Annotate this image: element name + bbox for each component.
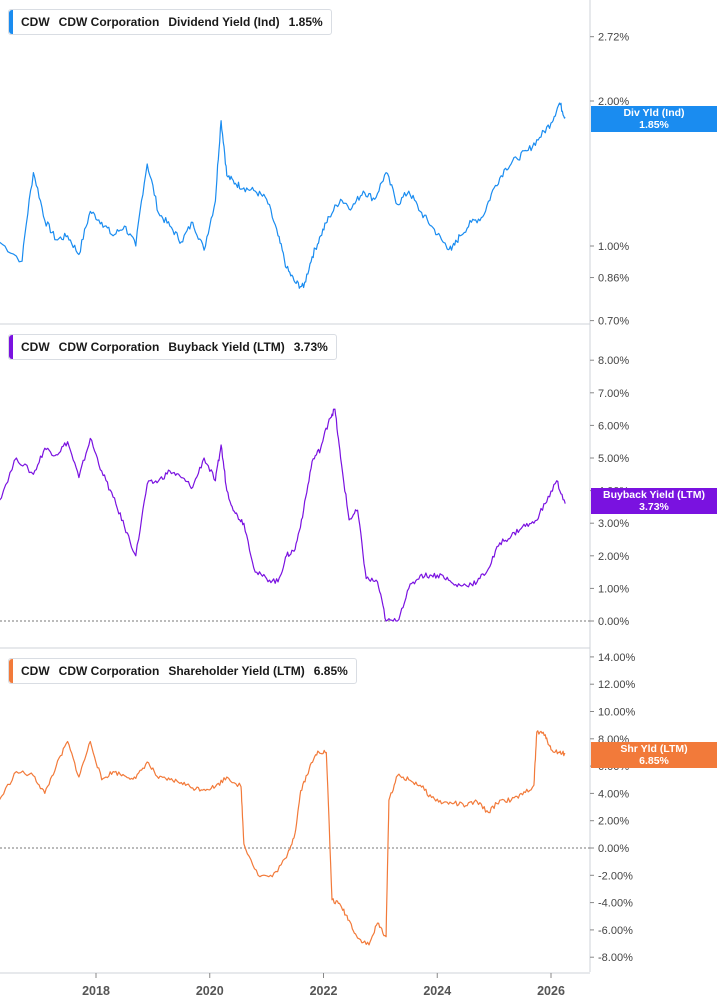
legend-value: 1.85% [288, 15, 323, 29]
y-tick-label: 5.00% [598, 453, 629, 465]
y-tick-label: 2.00% [598, 816, 629, 828]
y-tick-label: 7.00% [598, 388, 629, 400]
series-line-dividend [0, 102, 566, 289]
tag-value: 1.85% [639, 119, 669, 131]
legend-metric: Buyback Yield (LTM) [168, 340, 285, 354]
y-tick-label: -2.00% [598, 870, 633, 882]
x-tick-label: 2020 [196, 984, 224, 998]
legend-company: CDW Corporation [58, 15, 160, 29]
x-tick-label: 2018 [82, 984, 110, 998]
legend-value: 3.73% [293, 340, 328, 354]
current-value-tag-shareholder: Shr Yld (LTM) 6.85% [591, 742, 717, 768]
y-tick-label: 0.00% [598, 843, 629, 855]
legend-company: CDW Corporation [58, 664, 160, 678]
y-tick-label: -4.00% [598, 898, 633, 910]
y-tick-label: 3.00% [598, 518, 629, 530]
series-color-swatch [9, 659, 13, 683]
current-value-tag-dividend: Div Yld (Ind) 1.85% [591, 106, 717, 132]
y-tick-label: 0.00% [598, 616, 629, 628]
current-value-tag-buyback: Buyback Yield (LTM) 3.73% [591, 488, 717, 514]
legend-buyback-yield: CDW CDW Corporation Buyback Yield (LTM) … [8, 334, 337, 360]
legend-dividend-yield: CDW CDW Corporation Dividend Yield (Ind)… [8, 9, 332, 35]
series-color-swatch [9, 335, 13, 359]
y-tick-label: 1.00% [598, 241, 629, 253]
tag-label: Div Yld (Ind) [623, 107, 685, 119]
x-tick-label: 2026 [537, 984, 565, 998]
legend-ticker: CDW [21, 15, 50, 29]
y-tick-label: 1.00% [598, 583, 629, 595]
tag-value: 6.85% [639, 755, 669, 767]
tag-label: Shr Yld (LTM) [620, 743, 688, 755]
legend-value: 6.85% [313, 664, 348, 678]
legend-ticker: CDW [21, 340, 50, 354]
y-tick-label: 2.00% [598, 551, 629, 563]
y-tick-label: 4.00% [598, 788, 629, 800]
x-tick-label: 2024 [423, 984, 451, 998]
tag-value: 3.73% [639, 501, 669, 513]
legend-company: CDW Corporation [58, 340, 160, 354]
y-tick-label: -8.00% [598, 952, 633, 964]
tag-label: Buyback Yield (LTM) [603, 489, 705, 501]
legend-metric: Dividend Yield (Ind) [168, 15, 280, 29]
y-tick-label: 0.70% [598, 316, 629, 328]
y-tick-label: 6.00% [598, 420, 629, 432]
y-tick-label: 10.00% [598, 707, 636, 719]
legend-shareholder-yield: CDW CDW Corporation Shareholder Yield (L… [8, 658, 357, 684]
x-tick-label: 2022 [310, 984, 338, 998]
legend-ticker: CDW [21, 664, 50, 678]
legend-metric: Shareholder Yield (LTM) [168, 664, 305, 678]
series-line-buyback [0, 408, 566, 622]
series-line-shareholder [0, 730, 566, 946]
y-tick-label: 2.00% [598, 96, 629, 108]
y-tick-label: 2.72% [598, 32, 629, 44]
y-tick-label: 8.00% [598, 355, 629, 367]
y-tick-label: -6.00% [598, 925, 633, 937]
series-color-swatch [9, 10, 13, 34]
y-tick-label: 12.00% [598, 679, 636, 691]
y-tick-label: 0.86% [598, 273, 629, 285]
y-tick-label: 14.00% [598, 652, 636, 664]
